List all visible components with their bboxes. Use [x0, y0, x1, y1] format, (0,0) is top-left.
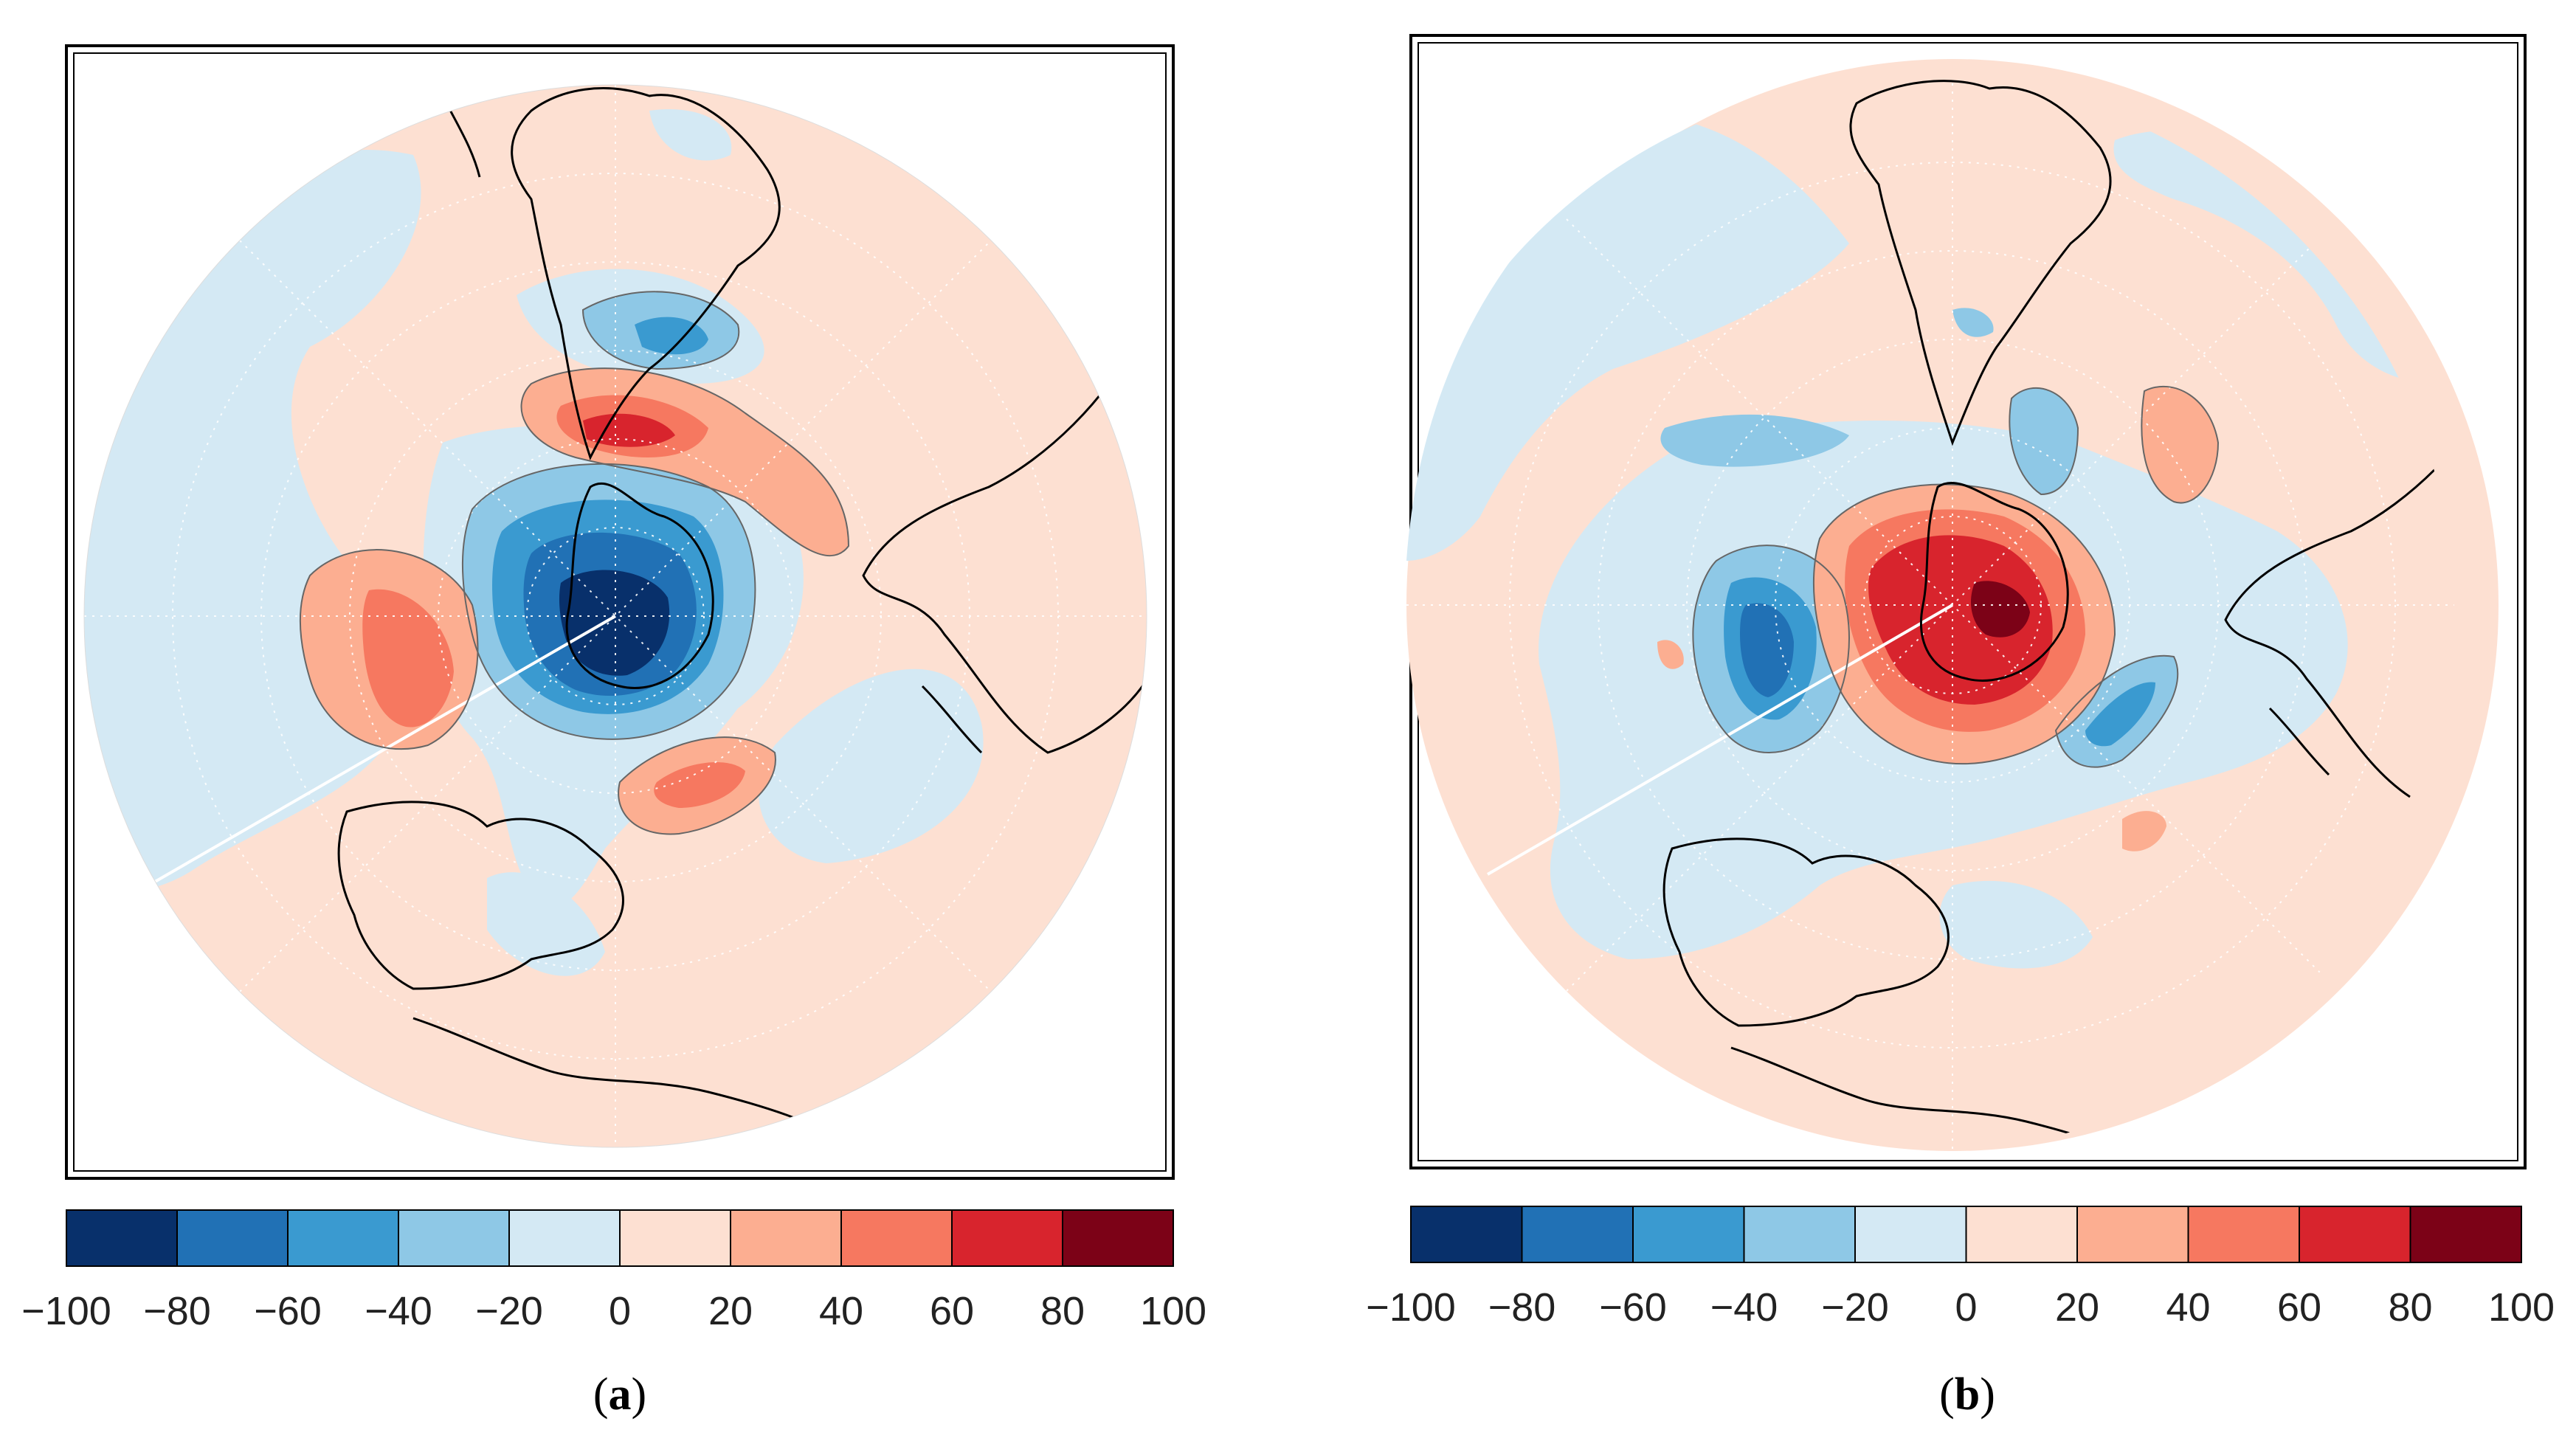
- map-frame-inner: [73, 52, 1167, 1172]
- colorbar-swatch: [2409, 1206, 2522, 1263]
- colorbar-swatch: [1632, 1206, 1745, 1263]
- panel-b: −100 −80 −60 −40 −20 0 20 40 60 80 100 (b): [1288, 0, 2576, 1441]
- anomaly-negative-north-core: [635, 317, 708, 355]
- anomaly-negative-northwest: [1406, 118, 1849, 561]
- anomaly-positive-center-core: [1971, 581, 2030, 637]
- colorbar-swatch: [730, 1209, 842, 1267]
- colorbar-ticks-a: −100 −80 −60 −40 −20 0 20 40 60 80 100: [21, 1289, 1206, 1333]
- colorbar-ticks-b: −100 −80 −60 −40 −20 0 20 40 60 80 100: [1366, 1285, 2555, 1330]
- anomaly-positive-north-core: [583, 413, 675, 447]
- anomaly-positive-small-west: [1657, 640, 1684, 669]
- panel-a: −100 −80 −60 −40 −20 0 20 40 60 80 100 (a): [21, 44, 1206, 1420]
- colorbar-swatch: [1521, 1206, 1634, 1263]
- colorbar-tick-label: 80: [1040, 1289, 1085, 1333]
- colorbar-tick-label: −20: [475, 1289, 543, 1333]
- map-a: −100 −80 −60 −40 −20 0 20 40 60 80 100: [21, 44, 1206, 1333]
- colorbar-tick-label: −60: [1599, 1285, 1667, 1330]
- colorbar-tick-label: −20: [1821, 1285, 1889, 1330]
- anomaly-positive-west-core: [362, 589, 454, 728]
- colorbar-tick-label: 100: [1140, 1289, 1206, 1333]
- colorbar-swatch: [2076, 1206, 2189, 1263]
- colorbar-tick-label: 0: [1955, 1285, 1977, 1330]
- anomaly-negative-south: [1939, 880, 2093, 969]
- colorbar-tick-label: 0: [609, 1289, 631, 1333]
- colorbar-swatch: [1410, 1206, 1523, 1263]
- anomaly-negative-small: [649, 109, 732, 161]
- anomaly-negative-east-core: [2085, 682, 2155, 747]
- colorbar-swatch: [619, 1209, 731, 1267]
- coastlines: [337, 87, 1147, 1145]
- colorbar-swatch: [1965, 1206, 2078, 1263]
- colorbar-swatch: [1062, 1209, 1174, 1267]
- colorbar-tick-label: 40: [819, 1289, 863, 1333]
- colorbar-tick-label: −100: [21, 1289, 111, 1333]
- map-frame-outer: [65, 44, 1175, 1180]
- anomaly-negative-north-lobe: [2009, 387, 2078, 494]
- dateline: [1486, 604, 1954, 876]
- panel-caption-b: (b): [1939, 1369, 1995, 1420]
- map-b: −100 −80 −60 −40 −20 0 20 40 60 80 100: [1366, 34, 2555, 1330]
- contour-lines: [299, 291, 850, 835]
- anomaly-positive-northeast: [2141, 386, 2218, 503]
- colorbar-tick-label: 60: [2277, 1285, 2321, 1330]
- colorbar-tick-label: −40: [1710, 1285, 1778, 1330]
- colorbar-swatch: [2187, 1206, 2300, 1263]
- colorbar-swatch: [508, 1209, 621, 1267]
- colorbar-swatch: [176, 1209, 289, 1267]
- colorbar-tick-label: −40: [365, 1289, 432, 1333]
- colorbar-tick-label: 80: [2388, 1285, 2432, 1330]
- colorbar-swatch: [1854, 1206, 1967, 1263]
- anomaly-positive-center-inner: [1868, 535, 2053, 705]
- colorbar-tick-label: −80: [143, 1289, 211, 1333]
- colorbar-swatch: [951, 1209, 1063, 1267]
- colorbar-swatch: [840, 1209, 953, 1267]
- colorbar-b: [1410, 1206, 2522, 1263]
- colorbar-tick-label: 100: [2488, 1285, 2555, 1330]
- panel-caption-a: (a): [593, 1369, 647, 1420]
- colorbar-tick-label: −100: [1366, 1285, 1456, 1330]
- colorbar-tick-label: 20: [2055, 1285, 2099, 1330]
- colorbar-swatch: [2299, 1206, 2411, 1263]
- colorbar-a: [66, 1209, 1174, 1267]
- colorbar-tick-label: 60: [930, 1289, 974, 1333]
- colorbar-swatch: [398, 1209, 510, 1267]
- anomaly-positive-small-south: [2122, 811, 2166, 851]
- polar-disk-edge: [83, 84, 1147, 1148]
- colorbar-tick-label: 20: [708, 1289, 753, 1333]
- anomaly-positive-southeast-core: [654, 762, 745, 808]
- anomaly-negative-west-core: [1740, 603, 1794, 697]
- colorbar-tick-label: −80: [1488, 1285, 1556, 1330]
- colorbar-swatch: [287, 1209, 399, 1267]
- colorbar-swatch: [1743, 1206, 1856, 1263]
- anomaly-negative-center-core: [559, 570, 670, 676]
- dateline: [154, 615, 616, 883]
- colorbar-tick-label: −60: [254, 1289, 322, 1333]
- contour-lines: [1692, 385, 2220, 768]
- graticule: [84, 85, 1147, 1147]
- colorbar-swatch: [66, 1209, 178, 1267]
- colorbar-tick-label: 40: [2166, 1285, 2210, 1330]
- anomaly-negative-north-band: [1660, 414, 1849, 467]
- anomaly-negative-north-small: [1952, 308, 1994, 337]
